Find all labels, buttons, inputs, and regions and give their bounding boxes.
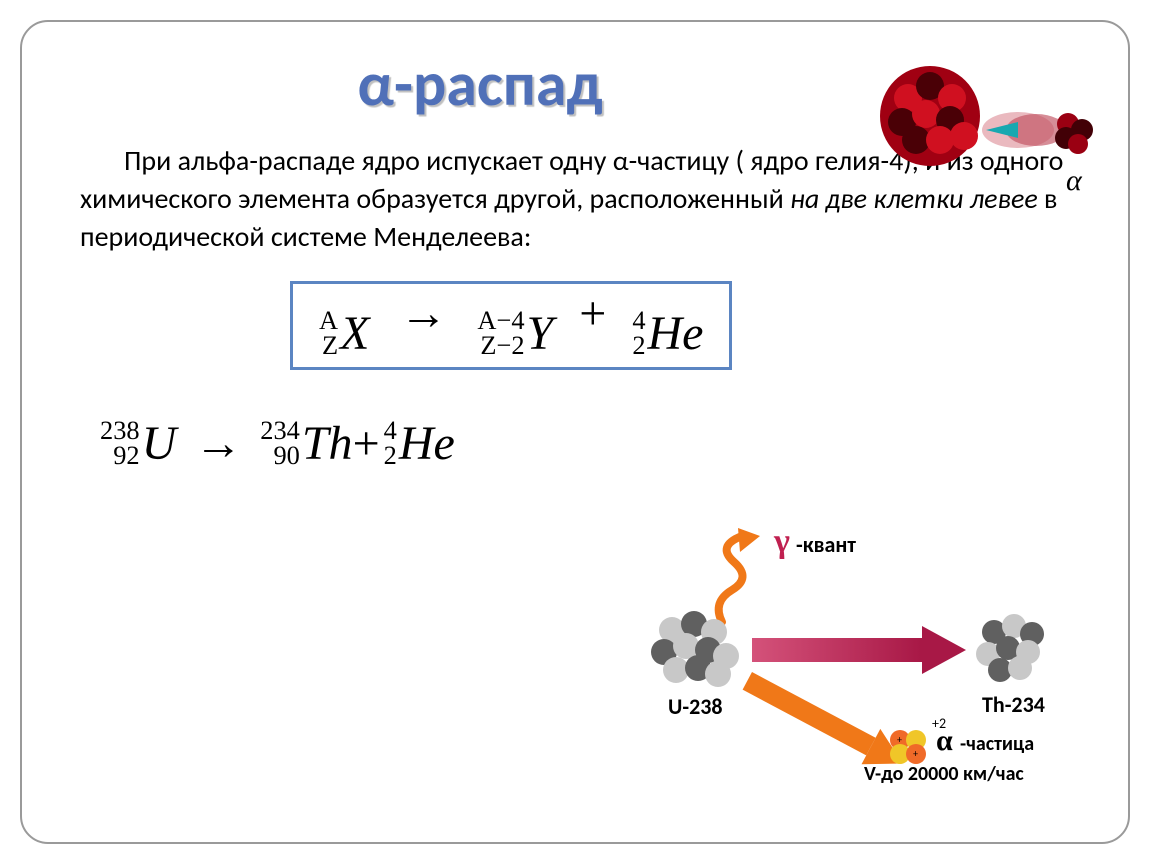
gen-He-sym: He	[648, 306, 704, 361]
ex-Th-Z: 90	[260, 443, 300, 468]
gen-X-sym: X	[340, 306, 369, 361]
gen-Y-sym: Y	[527, 306, 554, 361]
gen-He-Z: 2	[632, 333, 645, 358]
ex-He-Z: 2	[384, 443, 397, 468]
alpha-symbol: α	[1066, 164, 1083, 197]
ex-U-Z: 92	[100, 443, 140, 468]
th234-label: Th-234	[982, 691, 1045, 718]
gen-X-Z: Z	[319, 333, 338, 358]
gamma-label: -квант	[796, 531, 856, 558]
arrow-icon: →	[399, 287, 447, 340]
gen-Y-Z: Z−2	[477, 333, 524, 358]
plus-icon: +	[353, 416, 380, 471]
u238-label: U-238	[668, 693, 723, 720]
decay-scheme: γ -квант	[602, 522, 1072, 802]
alpha-label: -частица	[960, 732, 1034, 756]
plus-icon: +	[579, 287, 606, 340]
svg-text:+: +	[897, 733, 902, 746]
example-equation: 23892 U → 23490 Th + 42 He	[100, 416, 1080, 471]
emission-illustration: α	[868, 58, 1098, 208]
general-equation: AZ X → A−4Z−2 Y + 42 He	[290, 281, 732, 370]
arrow-icon: →	[194, 416, 242, 471]
gamma-symbol: γ	[773, 523, 790, 560]
alpha-symbol: α	[936, 724, 953, 757]
ex-U-sym: U	[142, 416, 177, 471]
ex-Th-sym: Th	[302, 416, 353, 471]
svg-text:+: +	[913, 747, 918, 760]
alpha-speed: V-до 20000 км/час	[864, 762, 1024, 786]
ex-He-sym: He	[399, 416, 455, 471]
